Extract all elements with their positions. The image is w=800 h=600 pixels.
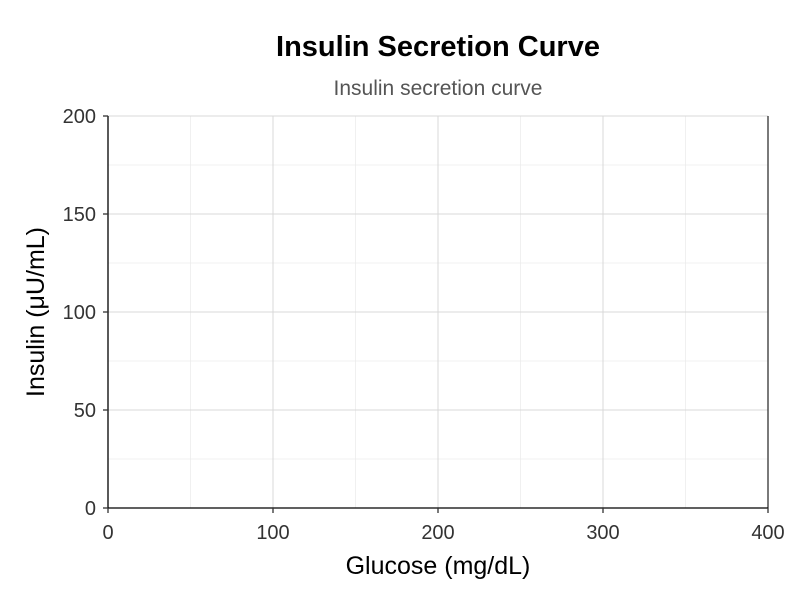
x-tick-label: 100: [256, 522, 289, 544]
x-tick-label: 300: [586, 522, 619, 544]
x-axis: 0 100 200 300 400: [102, 507, 785, 544]
y-tick-label: 0: [85, 498, 96, 520]
y-tick-label: 150: [63, 204, 96, 226]
x-tick-label: 200: [421, 522, 454, 544]
x-tick-label: 0: [102, 522, 113, 544]
y-axis-title: Insulin (μU/mL): [22, 227, 50, 397]
y-tick-label: 100: [63, 302, 96, 324]
y-tick-label: 50: [74, 400, 96, 422]
y-axis: 0 50 100 150 200: [63, 106, 109, 520]
x-axis-title: Glucose (mg/dL): [346, 552, 531, 580]
plot-area: [107, 115, 769, 509]
y-tick-label: 200: [63, 106, 96, 128]
chart-subtitle: Insulin secretion curve: [334, 77, 543, 100]
x-tick-label: 400: [751, 522, 784, 544]
chart-title: Insulin Secretion Curve: [276, 31, 600, 63]
